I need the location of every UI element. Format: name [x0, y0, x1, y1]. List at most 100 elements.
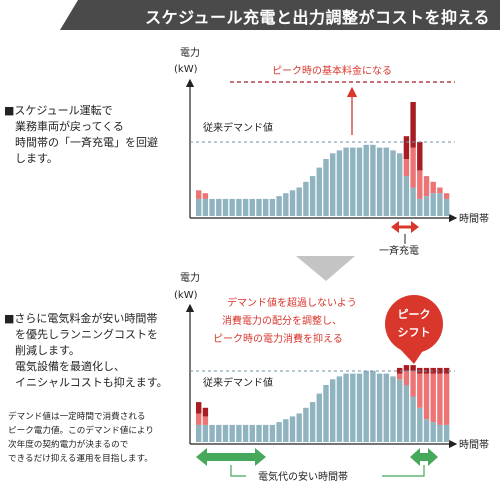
chart2-bar-0-s1	[196, 413, 202, 425]
chart1-bar-15-s0	[296, 187, 302, 216]
chart2-bar-31-s1	[403, 370, 410, 386]
cheap-right-arrow-heads	[410, 448, 438, 466]
chart1-bar-32-s1	[410, 147, 416, 188]
note-line-4: できるだけ抑える運用を目指します。	[8, 454, 153, 464]
cheap-leader-left	[230, 465, 246, 477]
chart1-bar-23-s0	[350, 147, 356, 216]
panel2-text: ■さらに電気料金が安い時間帯 を優先しランニングコストを 削減します。 電気設備…	[4, 311, 168, 391]
chart1-bar-0-s1	[196, 190, 202, 199]
chart2-bar-15-s0	[296, 413, 302, 442]
chart1-bar-33-s0	[417, 198, 423, 216]
chart2-bar-33-s0	[417, 407, 423, 442]
panel1-bars	[196, 102, 450, 217]
callout: デマンド値を超過しないよう 消費電力の配分を調整し、 ピーク時の電力消費を抑える	[213, 296, 357, 345]
chart1-bar-3-s0	[216, 198, 222, 216]
chart2-bar-26-s0	[370, 370, 376, 443]
chart1-bar-9-s0	[256, 198, 262, 216]
transition-arrow-icon	[296, 256, 355, 281]
chart2-bar-30-s1	[397, 373, 403, 380]
panel1-chart: 電力 (kW) 時間帯 従来デマンド値 ピーク時の基本料金になる 一斉充電	[174, 46, 489, 257]
chart2-bar-32-s1	[410, 370, 416, 397]
chart1-bar-13-s0	[283, 193, 289, 216]
chart2-bar-20-s0	[330, 379, 336, 442]
cheap-right-shaft	[418, 453, 430, 461]
chart2-bar-13-s0	[283, 419, 289, 442]
panel1-text: ■スケジュール運転で 業務車両が戻ってくる 時間帯の「一斉充電」を回避 します。	[4, 103, 158, 167]
panel2-line-5: イニシャルコストも抑えます。	[4, 376, 168, 389]
chart2-bar-7-s0	[242, 424, 249, 442]
chart2-bar-1-s2	[202, 407, 209, 417]
chart2-bar-37-s0	[443, 424, 450, 442]
chart1-bar-21-s0	[336, 150, 343, 216]
chart2-bar-24-s0	[356, 373, 363, 442]
peak-shift-badge: ピーク シフト	[385, 295, 443, 364]
chart2-bar-3-s0	[216, 424, 222, 442]
chart2-bar-2-s0	[209, 424, 215, 442]
chart1-bar-33-s1	[417, 170, 423, 199]
chart1-bar-32-s2	[410, 102, 416, 148]
chart1-bar-19-s0	[323, 159, 329, 216]
chart1-bar-4-s0	[222, 198, 229, 216]
chart1-bar-34-s0	[423, 196, 430, 216]
badge-line-1: ピーク	[398, 308, 431, 321]
chart2-bar-23-s0	[350, 373, 356, 442]
chart1-bar-5-s0	[229, 198, 235, 216]
chart1-bar-1-s0	[202, 198, 209, 216]
chart1-bar-36-s0	[437, 193, 443, 216]
chart1-bar-29-s0	[390, 150, 396, 216]
chart1-bar-34-s1	[423, 176, 430, 196]
panel1-line-1: ■スケジュール運転で	[4, 104, 113, 117]
panel1-baseline-label: 従来デマンド値	[203, 121, 273, 134]
chart1-bar-35-s0	[430, 193, 436, 216]
rush-arrow-heads	[391, 221, 419, 233]
chart1-bar-7-s0	[242, 198, 249, 216]
chart2-bar-36-s1	[437, 373, 443, 425]
header-title: スケジュール充電と出力調整がコストを抑える	[145, 8, 490, 27]
panel1-xlabel: 時間帯	[459, 212, 489, 225]
chart2-bar-25-s0	[363, 370, 369, 443]
chart2-bar-32-s2	[410, 365, 416, 371]
panel1-line-3: 時間帯の「一斉充電」を回避	[4, 136, 158, 149]
chart1-bar-8-s0	[249, 198, 255, 216]
chart1-bar-12-s0	[276, 196, 282, 216]
chart1-bar-1-s1	[202, 193, 209, 199]
chart2-bar-31-s0	[403, 385, 410, 442]
chart1-bar-0-s0	[196, 198, 202, 216]
rush-charge-marker: 一斉充電	[379, 221, 419, 257]
chart1-bar-16-s0	[303, 181, 309, 216]
chart2-bar-29-s0	[390, 376, 396, 442]
panel2-xlabel: 時間帯	[459, 438, 489, 451]
chart1-bar-30-s0	[397, 153, 403, 216]
chart2-bar-12-s0	[276, 422, 282, 442]
chart1-bar-36-s1	[437, 187, 443, 194]
panel2-line-1: ■さらに電気料金が安い時間帯	[4, 312, 158, 325]
chart2-bar-4-s0	[222, 424, 229, 442]
chart1-bar-17-s0	[309, 176, 316, 216]
chart1-bar-26-s0	[370, 144, 376, 217]
badge-pointer	[400, 349, 424, 364]
note-line-3: 次年度の契約電力が決まるので	[8, 440, 129, 450]
chart2-bar-21-s0	[336, 376, 343, 442]
chart2-bar-18-s0	[316, 393, 322, 443]
panel1-ylabel: 電力	[180, 46, 200, 59]
chart2-bar-36-s2	[437, 367, 443, 374]
chart2-bar-0-s2	[196, 402, 202, 414]
chart1-bar-25-s0	[363, 144, 369, 217]
panel2-line-2: を優先しランニングコストを	[4, 328, 158, 341]
cheap-time-markers: 電気代の安い時間帯	[196, 448, 438, 483]
chart1-bar-28-s0	[383, 147, 389, 216]
chart2-bar-30-s0	[397, 379, 403, 442]
chart1-bar-6-s0	[236, 198, 242, 216]
chart2-bar-37-s1	[443, 373, 450, 425]
header-banner: スケジュール充電と出力調整がコストを抑える	[60, 0, 500, 30]
badge-line-2: シフト	[398, 326, 431, 339]
chart2-bar-14-s0	[289, 416, 296, 443]
chart1-bar-32-s0	[410, 187, 416, 216]
panel1-line-4: します。	[4, 152, 58, 165]
chart1-bar-31-s2	[403, 136, 410, 159]
chart2-bar-10-s0	[263, 424, 269, 442]
chart1-bar-24-s0	[356, 147, 363, 216]
panel2-chart: 電力 (kW) 時間帯 従来デマンド値 デマンド値を超過しないよう 消費電力の配…	[174, 271, 489, 483]
panel2-bars	[196, 365, 450, 443]
